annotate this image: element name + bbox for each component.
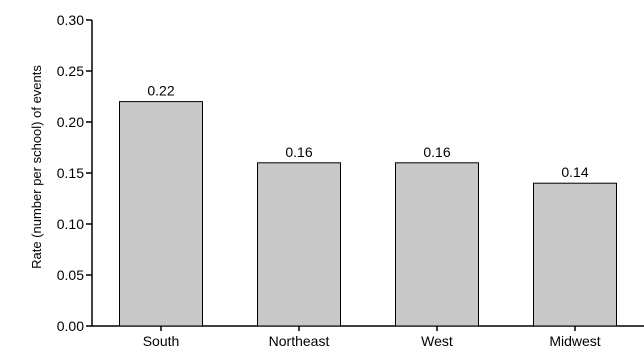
y-tick-label: 0.00 (57, 318, 84, 334)
y-axis-ticks: 0.00 0.05 0.10 0.15 0.20 0.25 0.30 (57, 12, 92, 334)
bar-south (119, 101, 203, 327)
data-label-northeast: 0.16 (285, 144, 312, 160)
x-tick-label-northeast: Northeast (269, 333, 330, 349)
x-axis-labels: South Northeast West Midwest (143, 326, 601, 349)
bar-midwest (533, 182, 617, 327)
data-label-midwest: 0.14 (561, 164, 588, 180)
data-label-south: 0.22 (147, 83, 174, 99)
bar-west (395, 162, 479, 327)
data-label-west: 0.16 (423, 144, 450, 160)
bar-northeast (257, 162, 341, 327)
bars: 0.22 0.16 0.16 0.14 (119, 83, 617, 327)
y-tick-label: 0.10 (57, 216, 84, 232)
y-tick-label: 0.25 (57, 63, 84, 79)
x-tick-label-midwest: Midwest (549, 333, 600, 349)
y-axis-title: Rate (number per school) of events (29, 65, 44, 269)
y-tick-label: 0.15 (57, 165, 84, 181)
y-tick-label: 0.05 (57, 267, 84, 283)
x-tick-label-west: West (421, 333, 453, 349)
y-tick-label: 0.30 (57, 12, 84, 28)
y-tick-label: 0.20 (57, 114, 84, 130)
x-tick-label-south: South (143, 333, 180, 349)
